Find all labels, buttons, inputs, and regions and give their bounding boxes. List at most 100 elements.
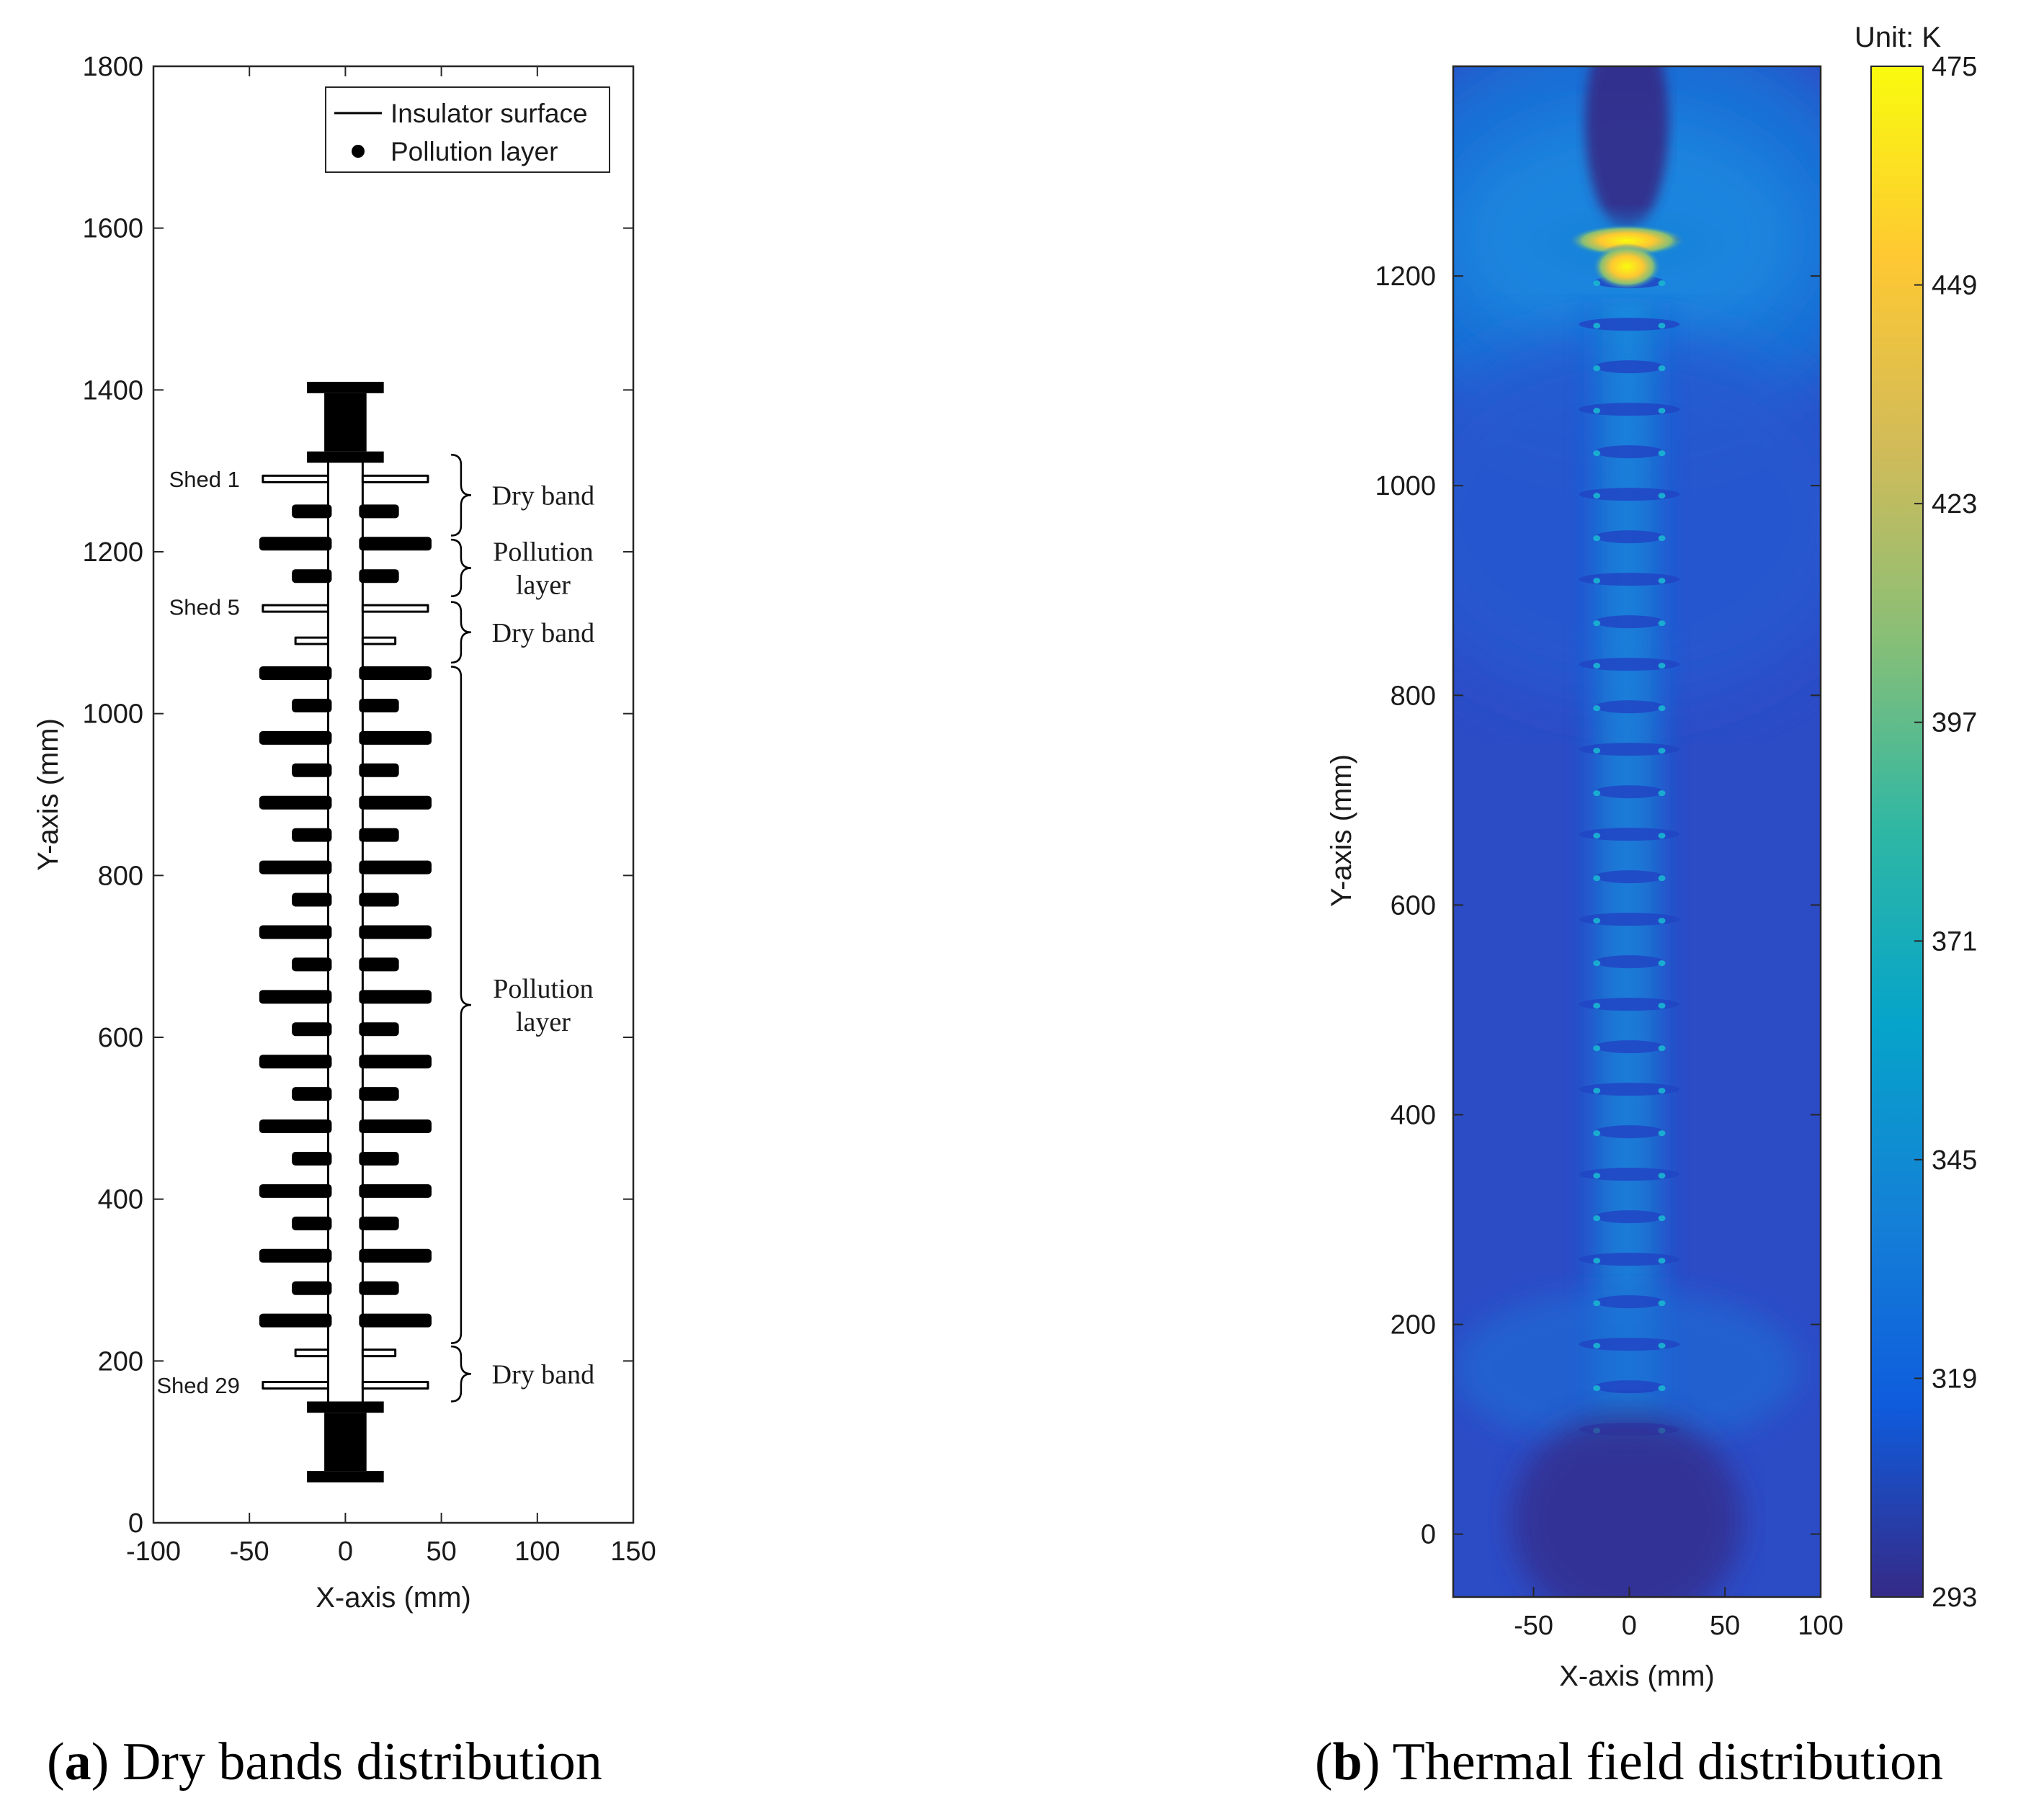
colorbar-tick-label: 423 <box>1932 489 1977 519</box>
polluted-shed <box>259 1184 332 1198</box>
bottom-fitting <box>307 1401 384 1482</box>
shed-hot-spot <box>1658 323 1666 329</box>
shed-hot-spot <box>1658 1088 1666 1094</box>
fitting-flange <box>307 1471 384 1482</box>
shed-hot-spot <box>1593 918 1601 924</box>
shed-hot-spot <box>1658 450 1666 457</box>
shed-cool-band <box>1579 1168 1680 1181</box>
polluted-shed <box>292 1087 332 1101</box>
shed-cool-band <box>1594 785 1664 799</box>
y-tick-label: 600 <box>98 1023 143 1053</box>
panel-b-plot-frame <box>1452 65 1822 1598</box>
shed-cool-band <box>1594 1210 1664 1224</box>
polluted-shed <box>359 1055 432 1069</box>
shed-annotation: Shed 5 <box>169 594 240 620</box>
shed-hot-spot <box>1593 1258 1601 1264</box>
shed-hot-spot <box>1593 620 1601 627</box>
shed-hot-spot <box>1658 1045 1666 1052</box>
polluted-shed <box>359 1313 432 1328</box>
shed-cool-band <box>1594 1040 1664 1054</box>
polluted-shed <box>359 666 432 680</box>
polluted-shed <box>259 1313 332 1328</box>
clean-shed <box>361 604 429 613</box>
colorbar-tick-label: 397 <box>1932 708 1977 738</box>
panel-a-dry-bands: -100 -50 0 50 100 150 0 200 400 600 800 1000 1200 140… <box>32 52 656 1792</box>
polluted-shed <box>359 698 399 712</box>
polluted-shed <box>359 1248 432 1263</box>
shed-cool-band <box>1579 318 1680 331</box>
brace <box>450 538 471 598</box>
clean-shed <box>361 1348 397 1358</box>
panel-b-ylabel: Y-axis (mm) <box>1326 754 1357 907</box>
y-tick-label: 1600 <box>82 214 143 244</box>
shed-cool-band <box>1594 530 1664 544</box>
shed-annotation: Shed 1 <box>169 467 240 492</box>
polluted-shed <box>292 698 332 712</box>
shed-cool-band <box>1594 1380 1664 1394</box>
shed-hot-spot <box>1593 1130 1601 1137</box>
brace-label: Pollution <box>493 974 593 1004</box>
shed-hot-spot <box>1658 1215 1666 1222</box>
polluted-shed <box>292 828 332 842</box>
shed-cool-band <box>1579 913 1680 926</box>
shed-cool-band <box>1579 573 1680 586</box>
panel-a-legend: Insulator surface Pollution layer <box>325 86 610 173</box>
y-tick-label: 1000 <box>82 699 143 730</box>
panel-a-axes: -100 -50 0 50 100 150 0 200 400 600 800 1000 1200 140… <box>82 52 656 1567</box>
y-tick-label: 600 <box>1391 890 1436 921</box>
shed-hot-spot <box>1658 875 1666 882</box>
clean-shed <box>262 474 329 483</box>
y-tick-label: 1200 <box>82 537 143 568</box>
polluted-shed <box>292 1152 332 1166</box>
shed-cool-band <box>1594 360 1664 374</box>
x-tick-label: 100 <box>1798 1611 1843 1641</box>
shed-hot-spot <box>1658 535 1666 542</box>
shed-hot-spot <box>1593 1385 1601 1392</box>
shed-hot-spot <box>1593 790 1601 797</box>
shed-cool-band <box>1594 870 1664 884</box>
brace <box>450 601 471 664</box>
shed-hot-spot <box>1658 663 1666 669</box>
polluted-shed <box>259 990 332 1004</box>
shed-hot-spot <box>1593 493 1601 499</box>
polluted-shed <box>359 1022 399 1037</box>
polluted-shed <box>359 1281 399 1295</box>
brace-label: Pollution <box>493 537 593 567</box>
shed-hot-spot <box>1658 1130 1666 1137</box>
x-tick-label: -50 <box>230 1537 269 1567</box>
shed-cool-band <box>1594 955 1664 969</box>
heatmap-hotspot-upper <box>1568 225 1686 256</box>
x-tick-label: 0 <box>1622 1611 1637 1641</box>
shed-hot-spot <box>1593 450 1601 457</box>
polluted-shed <box>292 1022 332 1037</box>
panel-a-ylabel: Y-axis (mm) <box>32 718 64 871</box>
brace <box>450 453 471 537</box>
heatmap-hotspot-lower <box>1592 243 1661 290</box>
heatmap-bottom-fitting-cold <box>1512 1412 1742 1597</box>
heatmap-lower-halo <box>1454 1289 1800 1448</box>
polluted-shed <box>359 860 432 875</box>
shed-cool-band <box>1579 1338 1680 1351</box>
shed-hot-spot <box>1593 1088 1601 1094</box>
panel-a-caption: (a) Dry bands distribution <box>47 1732 602 1792</box>
clean-shed <box>294 1348 329 1358</box>
heatmap-top-fitting-cold <box>1585 66 1669 231</box>
y-tick-label: 200 <box>1391 1310 1436 1341</box>
legend-entry-insulator-surface: Insulator surface <box>390 99 588 128</box>
shed-cool-band <box>1579 743 1680 756</box>
shed-hot-spot <box>1658 1300 1666 1307</box>
polluted-shed <box>359 1152 399 1166</box>
shed-hot-spot <box>1658 620 1666 627</box>
legend-entry-pollution-layer: Pollution layer <box>390 137 558 166</box>
colorbar-tick-label: 371 <box>1932 926 1977 957</box>
polluted-shed <box>359 763 399 777</box>
y-tick-label: 200 <box>98 1346 143 1377</box>
shed-cool-band <box>1579 1253 1680 1266</box>
shed-cool-band <box>1579 403 1680 416</box>
shed-hot-spot <box>1658 365 1666 372</box>
panel-b-caption: (b) Thermal field distribution <box>1315 1732 1943 1792</box>
shed-hot-spot <box>1593 663 1601 669</box>
